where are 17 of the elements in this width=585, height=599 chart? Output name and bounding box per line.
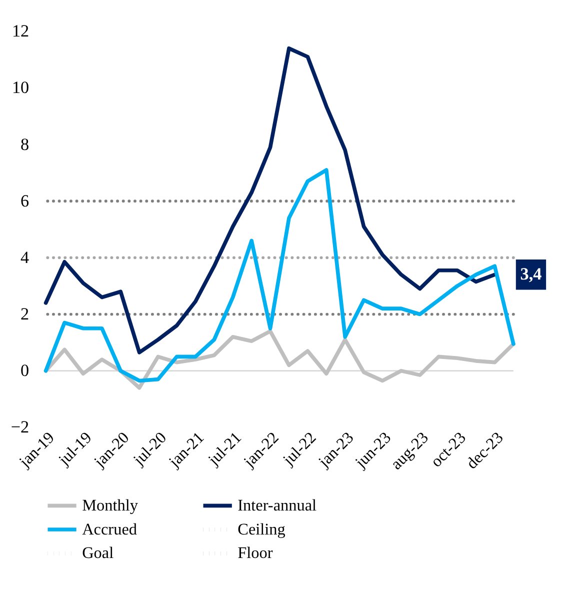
legend-label: Ceiling <box>238 520 286 538</box>
y-tick-label: 12 <box>12 22 30 41</box>
legend-label: Accrued <box>82 520 138 538</box>
y-tick-label: 10 <box>12 78 30 98</box>
y-tick-label: −2 <box>10 418 30 437</box>
annotation: 3,4 <box>520 264 542 284</box>
y-tick-label: 0 <box>20 361 30 380</box>
y-tick-label: 8 <box>20 134 30 154</box>
line-series <box>44 168 516 383</box>
legend-label: Goal <box>82 544 114 562</box>
line-series <box>44 46 497 354</box>
y-tick-label: 6 <box>20 191 30 210</box>
legend-label: Inter-annual <box>238 496 318 514</box>
y-tick-label: 4 <box>20 248 30 267</box>
legend-label: Floor <box>238 544 274 562</box>
legend-label: Monthly <box>82 496 139 514</box>
y-tick-label: 2 <box>20 304 30 324</box>
